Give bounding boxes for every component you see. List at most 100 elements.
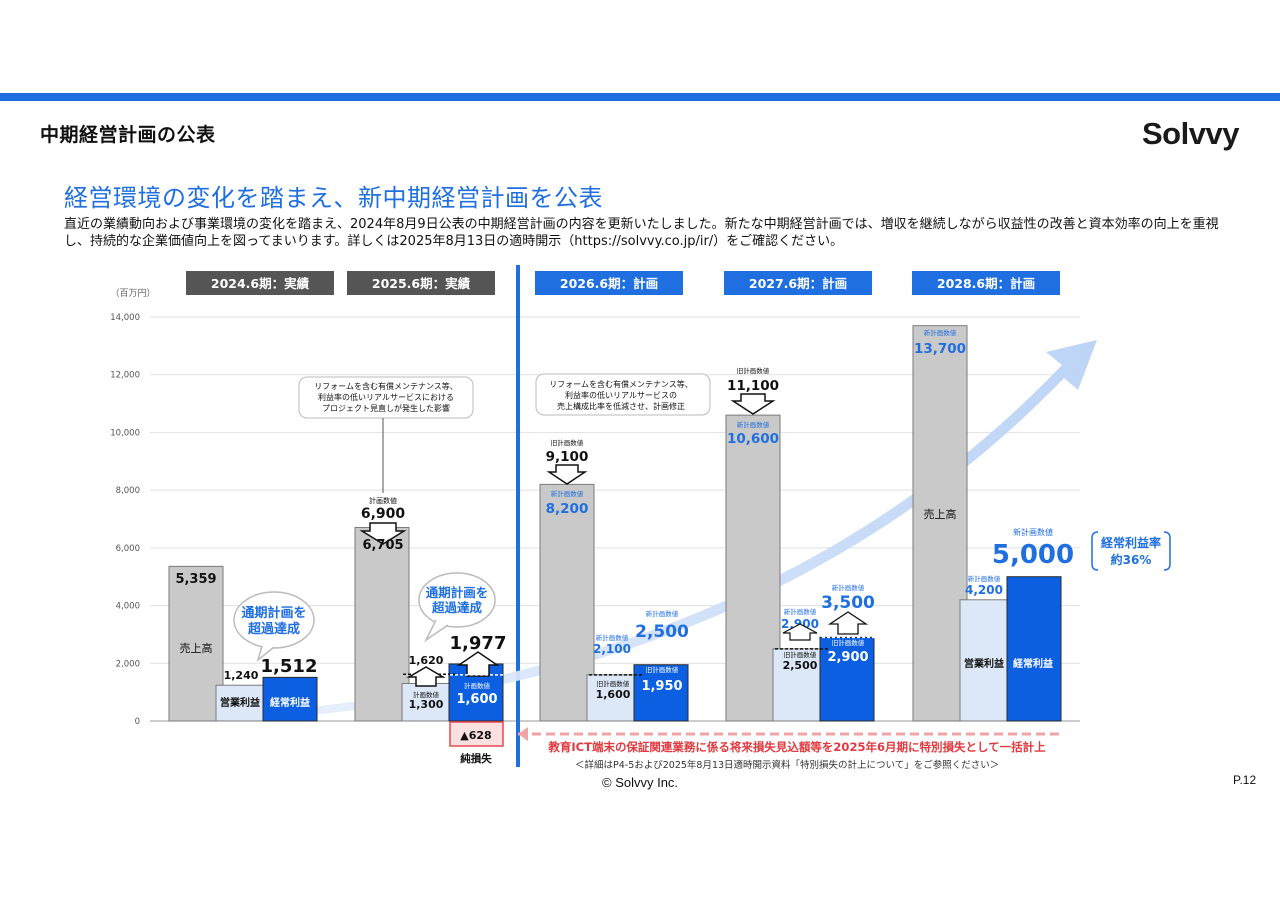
period-header-4 bbox=[724, 271, 872, 295]
plan-ord-value: 1,600 bbox=[456, 692, 497, 707]
note-box-text-line-3: 売上構成比率を低減させ、計画修正 bbox=[557, 401, 685, 411]
plan-op-value: 1,620 bbox=[409, 654, 444, 667]
period-header-1 bbox=[186, 271, 334, 295]
operating-profit-bar bbox=[772, 648, 828, 722]
exceed-bubble-text-line-1: 通期計画を bbox=[241, 605, 306, 621]
slide-description: 直近の業績動向および事業環境の変化を踏まえ、2024年8月9日公表の中期経営計画… bbox=[64, 217, 1219, 249]
net-loss-label: 純損失 bbox=[460, 752, 492, 765]
plan-sales-value: 6,900 bbox=[361, 506, 406, 522]
y-tick-label: 14,000 bbox=[110, 313, 140, 323]
up-arrow-icon bbox=[782, 623, 818, 641]
margin-callout-line-1: 経常利益率 bbox=[1101, 535, 1161, 550]
op-value-label: 2,500 bbox=[783, 659, 818, 672]
new-plan-small-label: 新計画数値 bbox=[832, 583, 865, 592]
new-plan-small-label: 新計画数値 bbox=[1013, 527, 1053, 537]
y-tick-label: 0 bbox=[135, 717, 140, 727]
page-number: P.12 bbox=[1233, 773, 1257, 787]
up-arrow-icon bbox=[827, 611, 869, 635]
plan-small-label: 計画数値 bbox=[413, 690, 440, 699]
old-plan-small-label: 旧計画数値 bbox=[551, 438, 584, 447]
up-arrow-icon bbox=[456, 651, 500, 677]
y-tick-label: 2,000 bbox=[116, 659, 140, 669]
sales-bar bbox=[168, 565, 224, 722]
new-op-value: 2,100 bbox=[593, 642, 631, 656]
exceed-bubble bbox=[418, 572, 496, 628]
note-box bbox=[298, 376, 474, 419]
actual-plan-divider bbox=[516, 265, 520, 767]
period-header-3 bbox=[535, 271, 683, 295]
ordinary-profit-bar bbox=[1006, 576, 1062, 722]
special-loss-text-bg bbox=[533, 738, 1063, 754]
sales-value-label: 5,359 bbox=[175, 572, 216, 587]
sales-bar bbox=[539, 483, 595, 722]
ordinary-profit-bar bbox=[633, 664, 689, 722]
sales-value-label: 13,700 bbox=[914, 341, 966, 357]
new-plan-small-label: 新計画数値 bbox=[646, 609, 679, 618]
exceed-bubble-text-line-2: 超過達成 bbox=[431, 600, 483, 615]
new-plan-small-label: 新計画数値 bbox=[968, 574, 1001, 583]
op-value-label: 4,200 bbox=[965, 583, 1003, 597]
ord-value-label: 2,900 bbox=[827, 650, 868, 665]
sales-bar bbox=[725, 414, 781, 722]
ord-value-label: 5,000 bbox=[992, 540, 1074, 570]
note-box-text-line-2: 利益率の低いリアルサービスの bbox=[565, 390, 677, 400]
sales-value-label: 10,600 bbox=[727, 431, 779, 447]
op-value-label: 1,300 bbox=[409, 698, 444, 711]
down-arrow-icon bbox=[730, 393, 776, 415]
unit-label: （百万円） bbox=[110, 288, 155, 299]
op-series-label: 営業利益 bbox=[220, 696, 260, 709]
down-arrow-icon bbox=[546, 464, 588, 485]
old-sales-value: 9,100 bbox=[546, 449, 589, 465]
op-value-label: 1,600 bbox=[596, 688, 631, 701]
old-plan-small-label: 旧計画数値 bbox=[784, 650, 817, 659]
special-loss-arrowhead bbox=[518, 727, 528, 741]
margin-callout-line-2: 約36% bbox=[1111, 552, 1152, 567]
down-arrow-icon bbox=[359, 522, 407, 545]
slide-headline: 経営環境の変化を踏まえ、新中期経営計画を公表 bbox=[64, 184, 603, 212]
copyright: © Solvvy Inc. bbox=[602, 775, 679, 790]
net-loss-value: ▲628 bbox=[460, 729, 491, 742]
period-header-label: 2026.6期：計画 bbox=[560, 276, 658, 291]
old-plan-small-label: 旧計画数値 bbox=[737, 366, 770, 375]
y-tick-label: 12,000 bbox=[110, 371, 140, 381]
operating-profit-bar bbox=[959, 599, 1015, 722]
plan-small-label: 計画数値 bbox=[464, 681, 491, 690]
old-sales-value: 11,100 bbox=[727, 378, 779, 394]
ord-series-label: 経常利益 bbox=[1013, 657, 1053, 670]
y-tick-label: 10,000 bbox=[110, 428, 140, 438]
period-header-5 bbox=[912, 271, 1060, 295]
operating-profit-bar bbox=[215, 684, 271, 722]
footer-note: ＜詳細はP4-5および2025年8月13日適時開示資料「特別損失の計上について」… bbox=[575, 760, 1000, 771]
sales-bar bbox=[912, 325, 968, 722]
new-plan-small-label: 新計画数値 bbox=[924, 328, 957, 337]
ord-series-label: 経常利益 bbox=[270, 696, 310, 709]
period-header-label: 2025.6期：実績 bbox=[372, 276, 471, 291]
new-plan-small-label: 新計画数値 bbox=[596, 633, 629, 642]
sales-series-label: 売上高 bbox=[180, 641, 213, 655]
sales-bar bbox=[354, 527, 410, 722]
sales-series-label: 売上高 bbox=[924, 507, 957, 521]
new-plan-small-label: 新計画数値 bbox=[551, 489, 584, 498]
y-tick-label: 6,000 bbox=[116, 544, 140, 554]
y-tick-label: 8,000 bbox=[116, 486, 140, 496]
old-plan-small-label: 旧計画数値 bbox=[646, 665, 679, 674]
new-plan-small-label: 新計画数値 bbox=[737, 420, 770, 429]
sales-value-label: 8,200 bbox=[546, 501, 589, 517]
note-box-text-line-1: リフォームを含む有償メンテナンス等、 bbox=[549, 379, 693, 389]
period-header-2 bbox=[347, 271, 495, 295]
period-header-label: 2024.6期：実績 bbox=[211, 276, 310, 291]
operating-profit-bar bbox=[401, 682, 457, 722]
note-box-text-line-1: リフォームを含む有償メンテナンス等、 bbox=[314, 381, 458, 391]
new-plan-small-label: 新計画数値 bbox=[784, 607, 817, 616]
new-ord-value: 2,500 bbox=[635, 622, 689, 642]
net-loss-box bbox=[449, 721, 504, 747]
special-loss-text: 教育ICT端末の保証関連業務に係る将来損失見込額等を2025年6月期に特別損失と… bbox=[547, 740, 1046, 754]
period-header-label: 2027.6期：計画 bbox=[749, 276, 847, 291]
margin-bracket-left bbox=[1091, 531, 1099, 571]
company-logo: Solvvy bbox=[1142, 116, 1239, 151]
new-ord-value: 3,500 bbox=[821, 593, 875, 613]
exceed-bubble-text-line-2: 超過達成 bbox=[248, 621, 300, 637]
operating-profit-bar bbox=[586, 674, 642, 722]
note-box-text-line-3: プロジェクト見直しが発生した影響 bbox=[322, 403, 450, 413]
exceed-bubble-tail bbox=[424, 619, 449, 643]
